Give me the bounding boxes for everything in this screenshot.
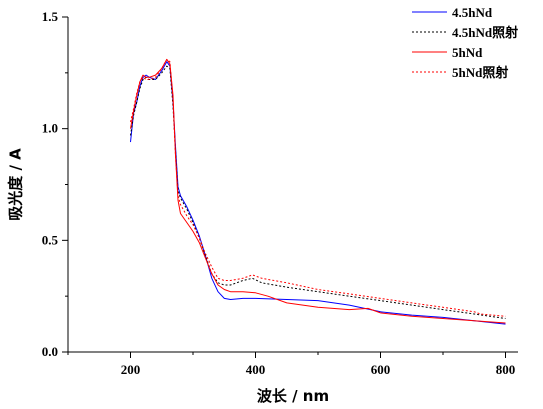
y-tick-label: 0.0 (42, 344, 58, 359)
y-axis-ticks: 0.0 0.5 1.0 1.5 (42, 9, 68, 359)
x-tick-label: 800 (496, 362, 516, 377)
y-tick-label: 1.5 (42, 9, 59, 24)
legend-label: 4.5hNd (452, 5, 493, 20)
x-axis-title: 波长 / nm (257, 387, 329, 405)
legend-label: 4.5hNd照射 (452, 25, 518, 40)
series-line (130, 58, 506, 317)
series-layer (130, 58, 506, 325)
x-tick-label: 400 (246, 362, 266, 377)
x-tick-label: 200 (121, 362, 141, 377)
plot-frame (67, 17, 518, 353)
legend-label: 5hNd照射 (452, 65, 508, 80)
x-tick-label: 600 (371, 362, 391, 377)
y-tick-label: 0.5 (42, 232, 59, 247)
y-axis-title: 吸光度 / A (7, 148, 25, 221)
legend-label: 5hNd (452, 45, 483, 60)
x-axis-ticks: 200 400 600 800 (67, 352, 516, 377)
legend: 4.5hNd 4.5hNd照射 5hNd 5hNd照射 (412, 5, 518, 80)
series-line (130, 65, 506, 319)
y-tick-label: 1.0 (42, 121, 58, 136)
series-line (130, 58, 506, 324)
series-line (130, 61, 506, 325)
